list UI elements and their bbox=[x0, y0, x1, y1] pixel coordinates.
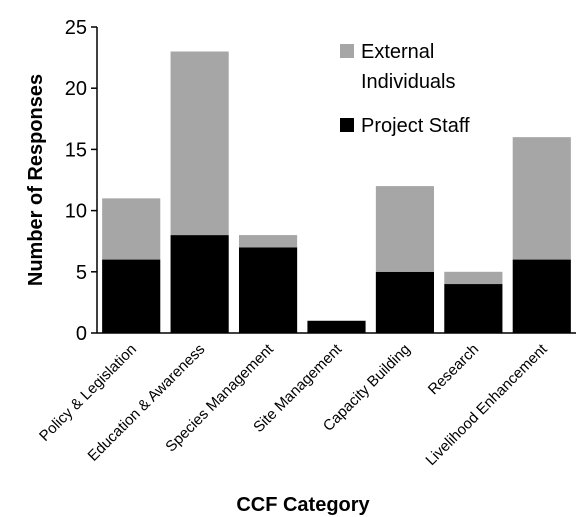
bar-project-staff-education-and-awareness bbox=[170, 235, 229, 333]
x-tick-label-livelihood-enhancement: Livelihood Enhancement bbox=[422, 340, 551, 469]
bar-project-staff-research bbox=[444, 284, 503, 333]
y-axis-ticks: 0 5 10 15 20 25 bbox=[65, 17, 97, 345]
bars-group bbox=[102, 51, 571, 333]
x-tick-label-research: Research bbox=[425, 341, 482, 398]
y-tick-label-10: 10 bbox=[65, 201, 87, 223]
bar-project-staff-livelihood-enhancement bbox=[512, 259, 571, 333]
bar-project-staff-species-management bbox=[238, 247, 298, 333]
legend-label-external-line1: External bbox=[361, 41, 434, 63]
legend-swatch-external-individuals bbox=[340, 44, 354, 58]
bar-external-individuals-education-and-awareness bbox=[170, 51, 229, 236]
bar-external-individuals-research bbox=[444, 271, 503, 285]
y-tick-label-25: 25 bbox=[65, 17, 87, 39]
bar-external-individuals-policy-and-legislation bbox=[102, 198, 161, 260]
y-axis-title: Number of Responses bbox=[25, 74, 47, 286]
legend-label-project-staff: Project Staff bbox=[361, 115, 470, 137]
y-tick-label-20: 20 bbox=[65, 78, 87, 100]
bar-external-individuals-species-management bbox=[238, 235, 298, 248]
y-tick-label-0: 0 bbox=[76, 323, 87, 345]
bar-project-staff-site-management bbox=[307, 320, 366, 333]
bar-project-staff-policy-and-legislation bbox=[102, 259, 161, 333]
bar-project-staff-capacity-building bbox=[375, 271, 435, 333]
bar-external-individuals-capacity-building bbox=[375, 186, 435, 272]
legend-label-external-line2: Individuals bbox=[361, 71, 456, 93]
x-tick-label-education-and-awareness: Education & Awareness bbox=[85, 341, 209, 465]
legend-swatch-project-staff bbox=[340, 118, 354, 132]
y-tick-label-15: 15 bbox=[65, 139, 87, 161]
x-axis-title: CCF Category bbox=[236, 494, 370, 516]
bar-external-individuals-livelihood-enhancement bbox=[512, 137, 571, 260]
legend: External Individuals Project Staff bbox=[340, 41, 470, 137]
y-tick-label-5: 5 bbox=[76, 262, 87, 284]
